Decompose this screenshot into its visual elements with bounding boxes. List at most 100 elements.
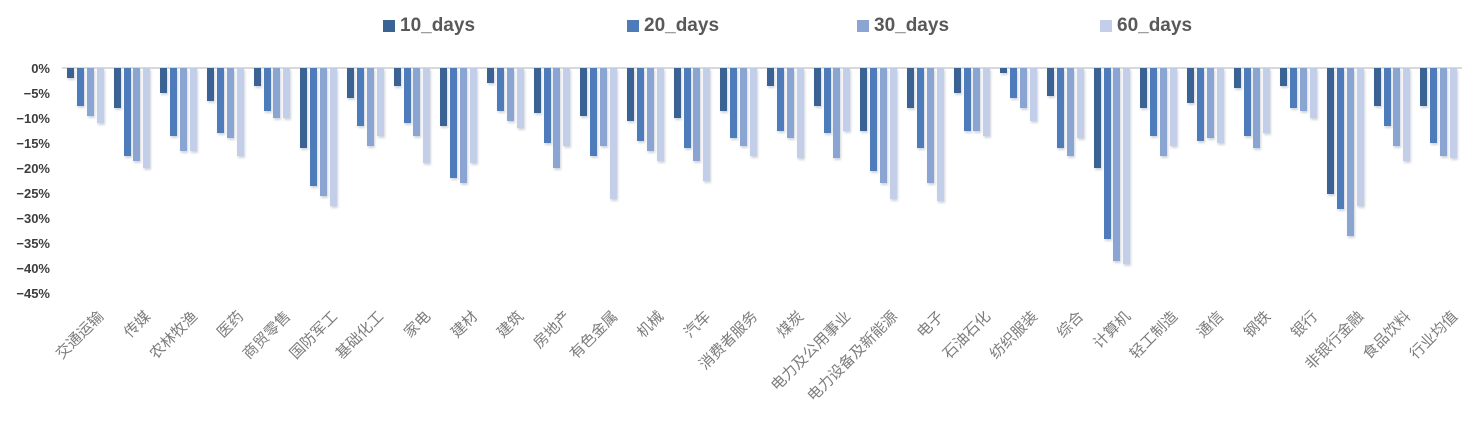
bar-20_days-8 [450, 68, 458, 179]
bar-60_days-0 [96, 68, 104, 124]
bar-30_days-1 [133, 68, 141, 161]
x-axis-label: 电子 [914, 308, 948, 342]
bar-60_days-7 [423, 68, 431, 164]
bar-30_days-21 [1066, 68, 1074, 156]
bar-30_days-4 [273, 68, 281, 119]
bar-30_days-5 [320, 68, 328, 196]
bar-10_days-24 [1187, 68, 1195, 104]
bar-10_days-29 [1420, 68, 1428, 106]
bar-10_days-12 [627, 68, 635, 121]
bar-60_days-1 [143, 68, 151, 169]
x-axis-label: 交通运输 [53, 308, 108, 363]
legend-label: 60_days [1117, 15, 1193, 36]
y-axis-tick: −15% [16, 135, 50, 151]
bar-10_days-20 [1000, 68, 1008, 74]
bar-60_days-27 [1356, 68, 1364, 207]
bar-10_days-18 [907, 68, 915, 109]
bar-10_days-10 [533, 68, 541, 114]
bar-10_days-23 [1140, 68, 1148, 109]
bar-30_days-19 [973, 68, 981, 131]
bar-20_days-19 [963, 68, 971, 131]
bar-60_days-23 [1169, 68, 1177, 146]
bar-60_days-2 [189, 68, 197, 151]
bar-60_days-12 [656, 68, 664, 161]
bar-10_days-14 [720, 68, 728, 111]
bar-30_days-16 [833, 68, 841, 159]
bar-10_days-5 [300, 68, 308, 149]
bar-60_days-11 [609, 68, 617, 199]
x-axis-label: 农林牧渔 [146, 308, 201, 363]
bar-20_days-18 [916, 68, 924, 149]
bar-60_days-16 [843, 68, 851, 131]
bar-60_days-14 [749, 68, 757, 156]
bar-20_days-5 [310, 68, 318, 186]
x-axis-label: 商贸零售 [239, 308, 295, 363]
bar-60_days-19 [983, 68, 991, 136]
legend-label: 10_days [400, 15, 476, 36]
legend-label: 20_days [644, 15, 720, 36]
bar-60_days-4 [283, 68, 291, 119]
x-axis-label: 煤炭 [774, 308, 808, 342]
y-axis-tick: −25% [16, 186, 50, 201]
x-axis-label: 汽车 [680, 308, 715, 342]
bar-60_days-6 [376, 68, 384, 136]
bar-20_days-20 [1010, 68, 1018, 99]
x-axis-label: 纺织服装 [986, 308, 1041, 363]
bar-20_days-13 [683, 68, 691, 149]
bar-20_days-12 [636, 68, 644, 141]
x-axis-label: 机械 [634, 308, 668, 342]
bar-20_days-2 [170, 68, 178, 136]
legend-swatch-icon [857, 20, 869, 32]
bar-20_days-3 [216, 68, 224, 134]
bar-10_days-7 [393, 68, 401, 86]
x-axis-label: 国防军工 [286, 308, 341, 363]
bar-10_days-22 [1093, 68, 1101, 169]
bar-30_days-7 [413, 68, 421, 136]
bar-30_days-2 [180, 68, 188, 151]
bar-30_days-28 [1393, 68, 1401, 146]
bar-10_days-4 [253, 68, 261, 86]
bar-30_days-20 [1020, 68, 1028, 109]
bar-30_days-13 [693, 68, 701, 161]
bar-20_days-22 [1103, 68, 1111, 239]
bar-30_days-12 [646, 68, 654, 151]
bar-10_days-3 [207, 68, 215, 101]
bar-60_days-28 [1403, 68, 1411, 161]
bar-60_days-18 [936, 68, 944, 202]
bar-20_days-16 [823, 68, 831, 134]
bar-10_days-19 [953, 68, 961, 94]
legend-swatch-icon [627, 20, 639, 32]
bar-10_days-8 [440, 68, 448, 126]
bar-20_days-1 [123, 68, 131, 156]
bar-30_days-10 [553, 68, 561, 169]
bar-60_days-25 [1263, 68, 1271, 134]
bar-20_days-4 [263, 68, 271, 111]
bar-20_days-15 [776, 68, 784, 131]
bar-30_days-6 [366, 68, 374, 146]
bar-20_days-29 [1430, 68, 1438, 144]
bar-10_days-27 [1327, 68, 1335, 194]
bar-20_days-7 [403, 68, 411, 124]
x-axis-label: 轻工制造 [1126, 308, 1181, 363]
legend-item-30-days: 30_days [857, 13, 949, 39]
legend-item-60-days: 60_days [1100, 13, 1192, 39]
bar-20_days-0 [76, 68, 84, 106]
zero-baseline [62, 67, 1462, 69]
bar-30_days-8 [460, 68, 468, 184]
bar-10_days-9 [487, 68, 495, 84]
x-axis-label: 石油石化 [939, 308, 995, 363]
x-axis-label: 钢铁 [1240, 308, 1275, 342]
legend-swatch-icon [383, 20, 395, 32]
bar-10_days-28 [1373, 68, 1381, 106]
bar-20_days-6 [356, 68, 364, 126]
bar-10_days-16 [813, 68, 821, 106]
legend-item-10-days: 10_days [383, 13, 475, 39]
bar-30_days-15 [786, 68, 794, 139]
bar-10_days-1 [113, 68, 121, 109]
x-axis-label: 通信 [1194, 308, 1228, 342]
bar-20_days-28 [1383, 68, 1391, 126]
bar-30_days-14 [740, 68, 748, 146]
bar-30_days-9 [506, 68, 514, 121]
